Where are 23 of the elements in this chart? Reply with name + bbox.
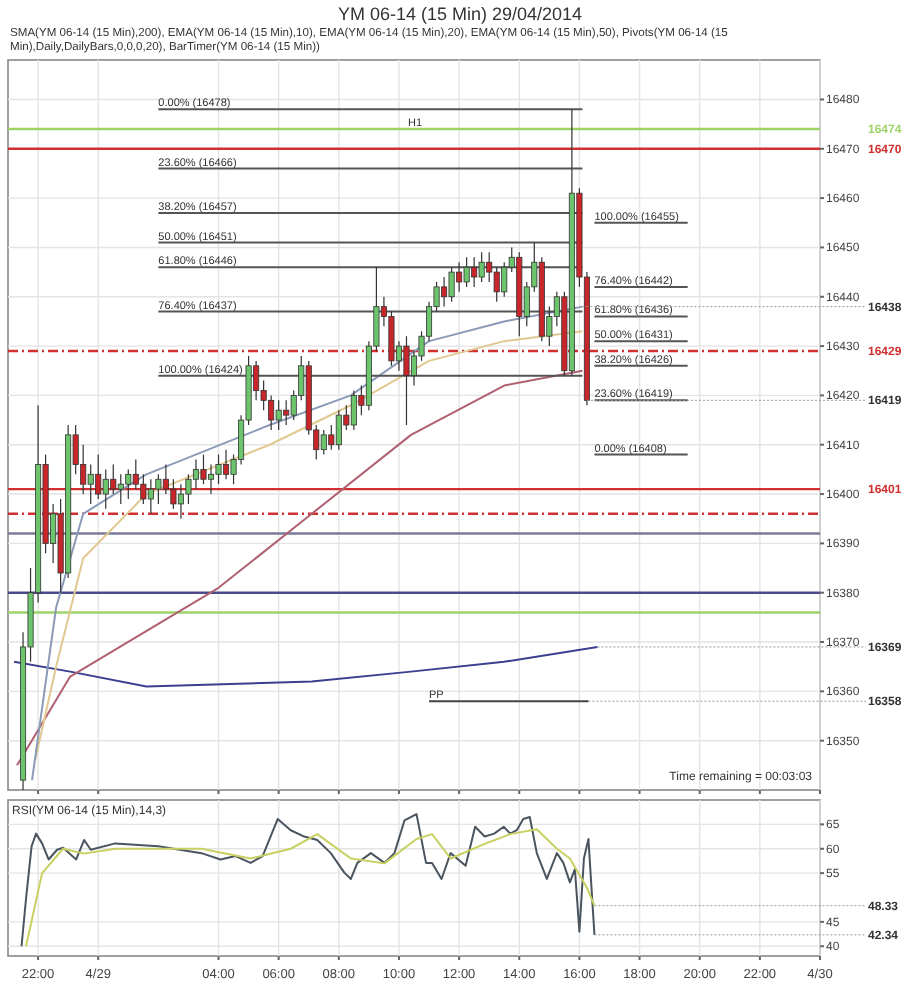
- candlestick: [335, 409, 342, 451]
- candlestick: [478, 251, 485, 283]
- candlestick: [102, 468, 109, 510]
- candlestick: [268, 394, 275, 431]
- candlestick: [456, 261, 463, 293]
- chart-title: YM 06-14 (15 Min) 29/04/2014: [337, 4, 583, 24]
- line-series: [13, 645, 599, 688]
- candlestick: [448, 266, 455, 303]
- candlestick: [283, 399, 290, 426]
- candlestick: [441, 276, 448, 308]
- candlestick: [275, 399, 282, 431]
- candlestick: [117, 473, 124, 505]
- candlestick: [463, 256, 470, 288]
- candlestick: [192, 458, 199, 490]
- candlestick: [223, 449, 230, 480]
- candlestick: [177, 483, 184, 520]
- candlestick: [125, 468, 132, 500]
- candlestick: [320, 429, 327, 456]
- candlestick: [147, 478, 154, 515]
- candlestick: [350, 389, 357, 431]
- candlestick: [471, 256, 478, 288]
- candlestick: [207, 463, 215, 495]
- candlestick: [87, 463, 94, 505]
